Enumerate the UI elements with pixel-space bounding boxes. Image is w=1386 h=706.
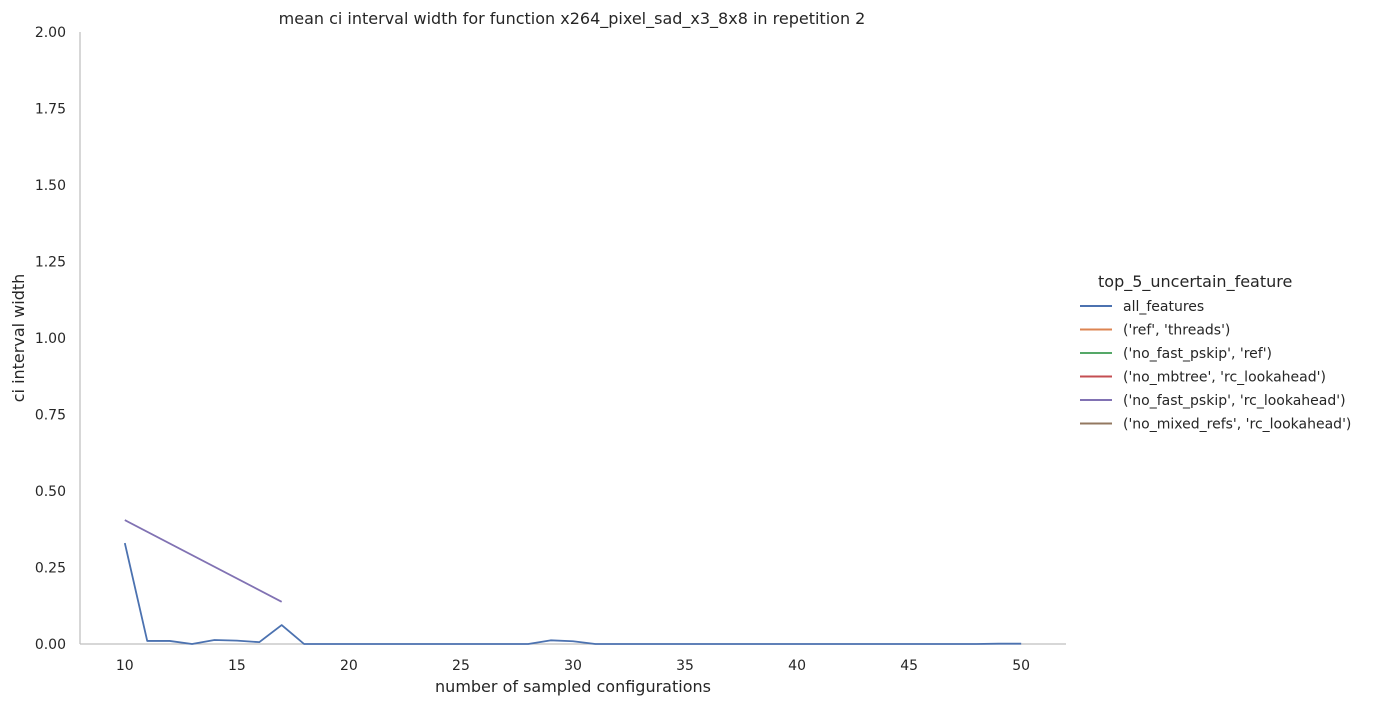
x-tick-label: 25 [452, 658, 470, 674]
y-tick-labels: 0.00 0.25 0.50 0.75 1.00 1.25 1.50 1.75 2.00 [35, 25, 66, 653]
x-tick-label: 20 [340, 658, 358, 674]
legend-label: ('ref', 'threads') [1123, 323, 1230, 339]
y-tick-label: 1.25 [35, 255, 66, 271]
legend-label: ('no_mbtree', 'rc_lookahead') [1123, 370, 1326, 386]
legend-item: ('no_fast_pskip', 'ref') [1080, 346, 1272, 362]
legend-label: all_features [1123, 299, 1204, 315]
legend-item: ('no_fast_pskip', 'rc_lookahead') [1080, 393, 1346, 409]
y-tick-label: 1.50 [35, 178, 66, 194]
x-tick-labels: 10 15 20 25 30 35 40 45 50 [116, 658, 1030, 674]
x-tick-label: 30 [564, 658, 582, 674]
series-line [124, 519, 283, 603]
legend-item: ('ref', 'threads') [1080, 323, 1230, 339]
series-lines [123, 519, 1022, 645]
y-tick-label: 0.00 [35, 637, 66, 653]
x-tick-label: 40 [788, 658, 806, 674]
x-tick-label: 50 [1012, 658, 1030, 674]
y-tick-label: 0.25 [35, 561, 66, 577]
legend-label: ('no_mixed_refs', 'rc_lookahead') [1123, 417, 1351, 433]
y-axis-title: ci interval width [9, 274, 28, 403]
legend-title: top_5_uncertain_feature [1098, 272, 1292, 292]
x-tick-label: 45 [900, 658, 918, 674]
legend-label: ('no_fast_pskip', 'rc_lookahead') [1123, 393, 1346, 409]
plot-area: 0.000.250.500.751.001.251.501.752.00 10 1… [35, 25, 1066, 674]
x-tick-label: 15 [228, 658, 246, 674]
y-tick-label: 2.00 [35, 25, 66, 41]
legend: top_5_uncertain_feature all_features ('re… [1080, 272, 1351, 433]
legend-item: ('no_mbtree', 'rc_lookahead') [1080, 370, 1326, 386]
y-tick-label: 0.50 [35, 484, 66, 500]
x-tick-label: 35 [676, 658, 694, 674]
chart-title: mean ci interval width for function x264… [279, 9, 866, 29]
x-axis-title: number of sampled configurations [435, 677, 711, 696]
series-line [123, 542, 1022, 645]
y-tick-label: 1.75 [35, 102, 66, 118]
y-tick-label: 1.00 [35, 331, 66, 347]
x-tick-label: 10 [116, 658, 134, 674]
legend-item: ('no_mixed_refs', 'rc_lookahead') [1080, 417, 1351, 433]
legend-label: ('no_fast_pskip', 'ref') [1123, 346, 1272, 362]
legend-item: all_features [1080, 299, 1204, 315]
y-tick-label: 0.75 [35, 408, 66, 424]
